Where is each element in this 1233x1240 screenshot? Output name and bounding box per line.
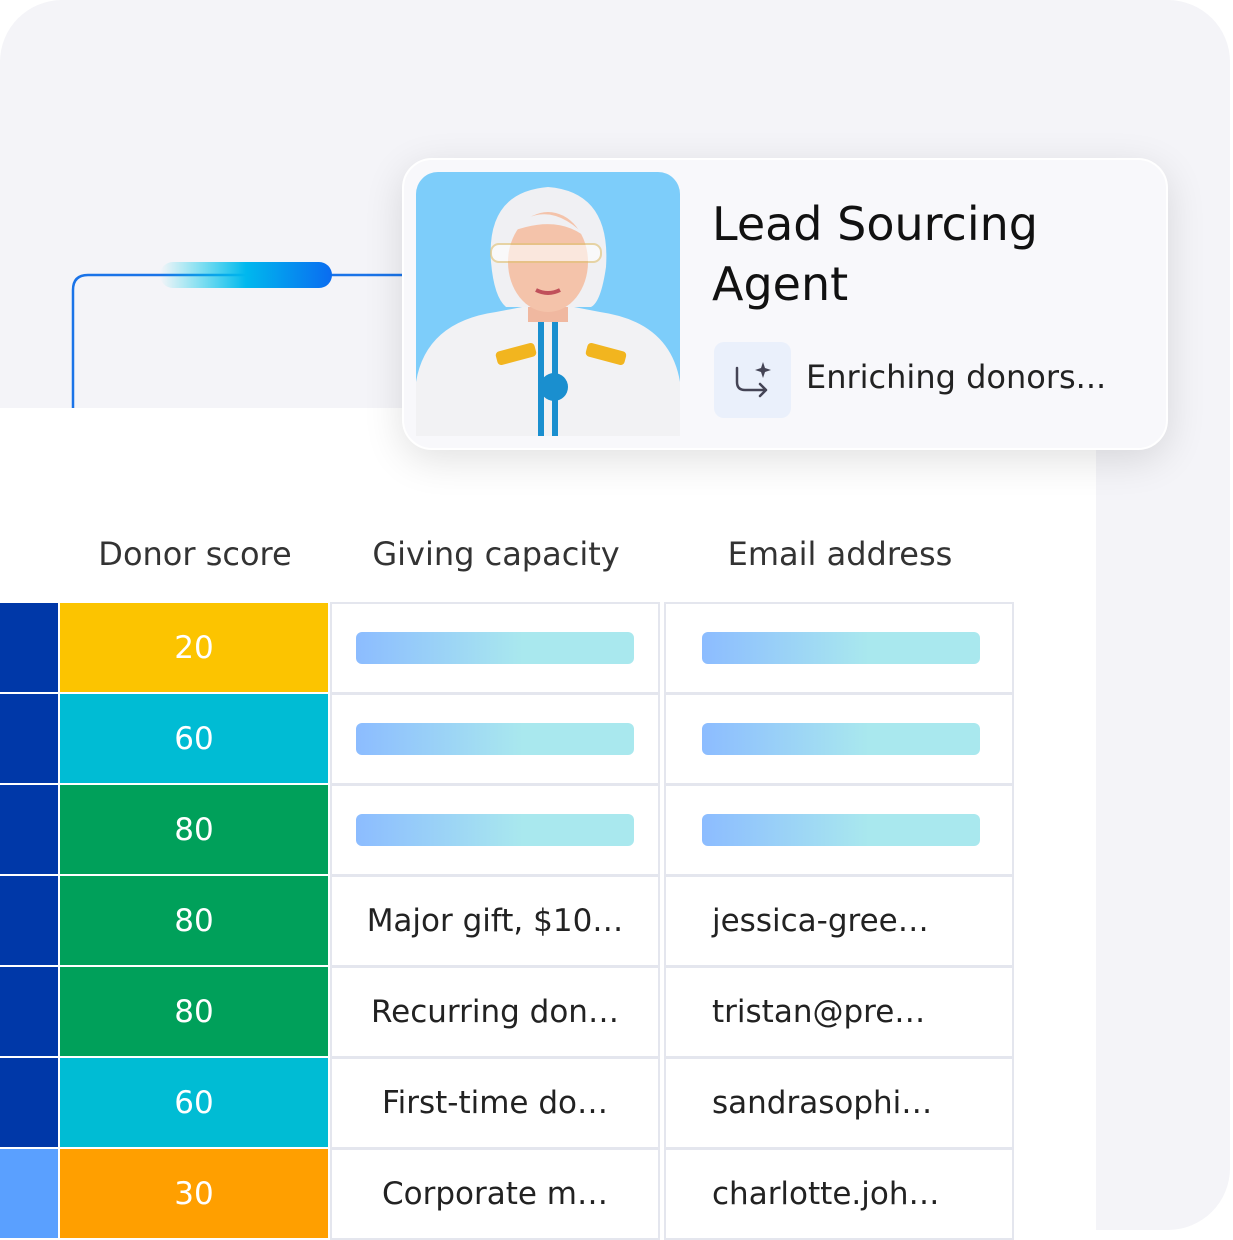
connector bbox=[71, 262, 402, 408]
row-stripe bbox=[0, 785, 58, 874]
score-cell: 80 bbox=[60, 967, 328, 1056]
row-stripe bbox=[0, 967, 58, 1056]
row-stripe bbox=[0, 876, 58, 965]
giving-text: Major gift, $10… bbox=[366, 903, 624, 939]
agent-status: Enriching donors... bbox=[806, 358, 1107, 396]
email-cell: tristan@pre… bbox=[664, 966, 1014, 1058]
email-cell: jessica-gree… bbox=[664, 875, 1014, 967]
score-cell: 80 bbox=[60, 876, 328, 965]
loading-placeholder bbox=[356, 814, 634, 846]
score-cell: 60 bbox=[60, 694, 328, 783]
giving-cell: Major gift, $10… bbox=[330, 875, 660, 967]
email-text: tristan@pre… bbox=[712, 994, 926, 1030]
loading-placeholder bbox=[702, 723, 980, 755]
row-stripe bbox=[0, 694, 58, 783]
email-cell bbox=[664, 784, 1014, 876]
giving-cell bbox=[330, 784, 660, 876]
row-stripe bbox=[0, 1149, 58, 1238]
email-text: sandrasophi… bbox=[712, 1085, 933, 1121]
column-header: Email address bbox=[727, 535, 953, 573]
loading-placeholder bbox=[702, 632, 980, 664]
column-header: Donor score bbox=[98, 535, 292, 573]
giving-text: Recurring don… bbox=[371, 994, 619, 1030]
score-cell: 80 bbox=[60, 785, 328, 874]
email-cell bbox=[664, 602, 1014, 694]
row-stripe bbox=[0, 1058, 58, 1147]
email-cell: charlotte.joh… bbox=[664, 1148, 1014, 1240]
giving-cell bbox=[330, 602, 660, 694]
email-text: charlotte.joh… bbox=[712, 1176, 940, 1212]
loading-placeholder bbox=[356, 632, 634, 664]
loading-placeholder bbox=[356, 723, 634, 755]
giving-cell: First-time do… bbox=[330, 1057, 660, 1149]
row-stripe bbox=[0, 603, 58, 692]
agent-card: Lead Sourcing Agent Enriching donors... bbox=[402, 158, 1168, 450]
loading-placeholder bbox=[702, 814, 980, 846]
status-icon bbox=[714, 342, 791, 418]
giving-cell bbox=[330, 693, 660, 785]
giving-cell: Recurring don… bbox=[330, 966, 660, 1058]
score-cell: 20 bbox=[60, 603, 328, 692]
email-cell bbox=[664, 693, 1014, 785]
score-cell: 60 bbox=[60, 1058, 328, 1147]
email-cell: sandrasophi… bbox=[664, 1057, 1014, 1149]
agent-title: Lead Sourcing Agent bbox=[712, 197, 1038, 311]
email-text: jessica-gree… bbox=[712, 903, 929, 939]
giving-text: Corporate m… bbox=[381, 1176, 609, 1212]
column-header: Giving capacity bbox=[372, 535, 620, 573]
agent-avatar bbox=[416, 172, 680, 436]
giving-cell: Corporate m… bbox=[330, 1148, 660, 1240]
score-cell: 30 bbox=[60, 1149, 328, 1238]
giving-text: First-time do… bbox=[382, 1085, 608, 1121]
